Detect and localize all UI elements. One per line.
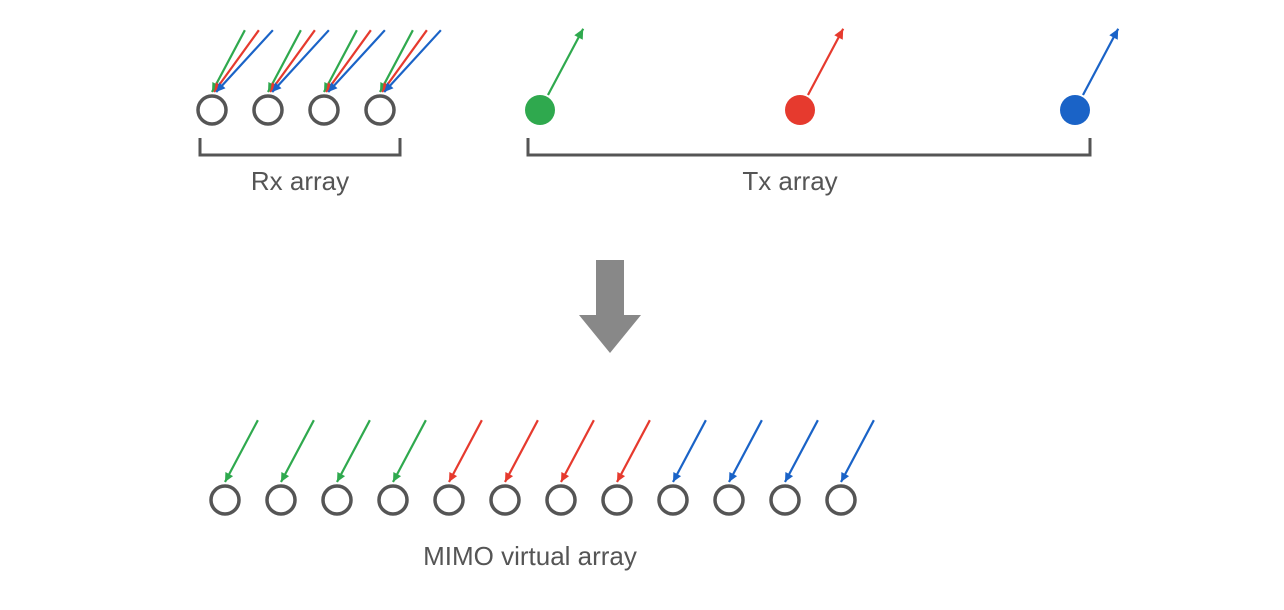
virtual-element (547, 486, 575, 514)
rx-incoming-arrow-green (212, 30, 245, 92)
virtual-incoming-arrow-blue (785, 420, 818, 482)
virtual-element (379, 486, 407, 514)
virtual-incoming-arrow-red (449, 420, 482, 482)
rx-array: Rx array (198, 96, 400, 196)
rx-bracket (200, 138, 400, 155)
virtual-element (715, 486, 743, 514)
rx-incoming-arrow-red (214, 30, 259, 92)
mapping-arrow (579, 260, 641, 353)
rx-incoming-arrow-red (326, 30, 371, 92)
tx-bracket (528, 138, 1090, 155)
tx-outgoing-arrow-blue (1083, 29, 1118, 95)
rx-incoming-arrow-blue (384, 30, 441, 92)
tx-array: Tx array (525, 95, 1090, 196)
virtual-element (211, 486, 239, 514)
virtual-element (771, 486, 799, 514)
virtual-element (659, 486, 687, 514)
tx-element-red (785, 95, 815, 125)
rx-incoming-arrow-blue (328, 30, 385, 92)
rx-incoming-arrow-blue (216, 30, 273, 92)
rx-element (254, 96, 282, 124)
tx-element-blue (1060, 95, 1090, 125)
virtual-incoming-arrow-red (505, 420, 538, 482)
virtual-incoming-arrow-blue (729, 420, 762, 482)
rx-incoming-arrow-blue (272, 30, 329, 92)
virtual-element (435, 486, 463, 514)
rx-incoming-arrow-green (380, 30, 413, 92)
rx-element (198, 96, 226, 124)
virtual-incoming-arrow-red (617, 420, 650, 482)
rx-label: Rx array (251, 166, 349, 196)
virtual-element (603, 486, 631, 514)
rx-element (366, 96, 394, 124)
tx-element-green (525, 95, 555, 125)
tx-outgoing-arrow-green (548, 29, 583, 95)
tx-label: Tx array (742, 166, 837, 196)
virtual-incoming-arrow-red (561, 420, 594, 482)
tx-outgoing-arrow-red (808, 29, 843, 95)
virtual-element (267, 486, 295, 514)
rx-incoming-arrow-green (324, 30, 357, 92)
virtual-array: MIMO virtual array (211, 486, 855, 571)
virtual-incoming-arrow-blue (673, 420, 706, 482)
rx-element (310, 96, 338, 124)
virtual-incoming-arrow-green (337, 420, 370, 482)
virtual-incoming-arrow-green (225, 420, 258, 482)
virtual-element (323, 486, 351, 514)
virtual-incoming-arrow-green (393, 420, 426, 482)
virtual-incoming-arrow-green (281, 420, 314, 482)
virtual-label: MIMO virtual array (423, 541, 637, 571)
rx-incoming-arrow-red (382, 30, 427, 92)
virtual-element (827, 486, 855, 514)
rx-incoming-arrow-green (268, 30, 301, 92)
virtual-incoming-arrow-blue (841, 420, 874, 482)
rx-incoming-arrow-red (270, 30, 315, 92)
virtual-element (491, 486, 519, 514)
